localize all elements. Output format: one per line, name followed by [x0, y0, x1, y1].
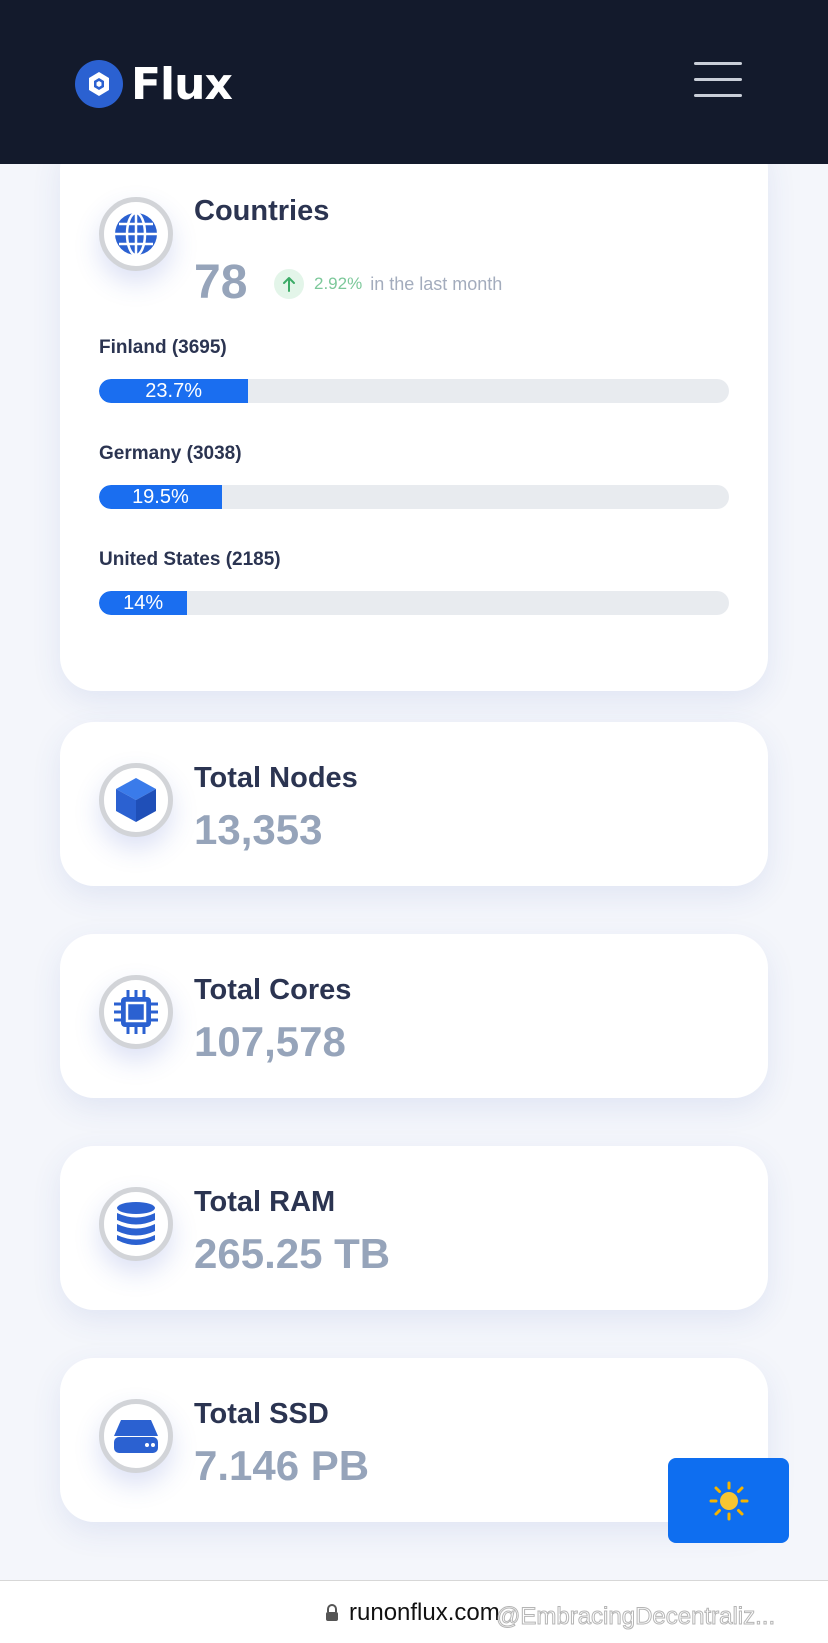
country-progress-bar: 14%	[99, 591, 729, 615]
country-label: Finland (3695)	[99, 337, 227, 358]
card-title: Countries	[194, 195, 330, 227]
total-nodes-card: Total Nodes 13,353	[60, 722, 768, 886]
progress-fill: 19.5%	[99, 485, 222, 509]
total-ram-card: Total RAM 265.25 TB	[60, 1146, 768, 1310]
country-label: Germany (3038)	[99, 443, 242, 464]
countries-card: Countries 78 2.92% in the last month Fin…	[60, 135, 768, 691]
trend-caption: in the last month	[370, 273, 503, 294]
database-icon	[99, 1187, 173, 1261]
brand-logo[interactable]: Flux	[75, 58, 233, 110]
url-text: runonflux.com	[349, 1599, 500, 1626]
top-navbar: Flux	[0, 0, 828, 164]
total-cores-card: Total Cores 107,578	[60, 934, 768, 1098]
progress-fill: 14%	[99, 591, 188, 615]
card-title: Total Nodes	[194, 762, 358, 794]
card-value: 265.25 TB	[194, 1230, 391, 1277]
browser-url-bar[interactable]: runonflux.com	[0, 1580, 828, 1643]
country-progress-bar: 23.7%	[99, 379, 729, 403]
cpu-chip-icon	[99, 975, 173, 1049]
card-title: Total RAM	[194, 1186, 336, 1218]
card-title: Total SSD	[194, 1398, 329, 1430]
hard-drive-icon	[99, 1399, 173, 1473]
sun-icon	[709, 1481, 748, 1520]
card-title: Total Cores	[194, 974, 352, 1006]
progress-fill: 23.7%	[99, 379, 249, 403]
flux-logo-icon	[75, 60, 123, 108]
lock-icon	[326, 1604, 338, 1621]
card-value: 7.146 PB	[194, 1442, 370, 1489]
card-value: 107,578	[194, 1018, 346, 1065]
total-ssd-card: Total SSD 7.146 PB	[60, 1358, 768, 1522]
cube-icon	[99, 763, 173, 837]
hamburger-menu-icon[interactable]	[694, 60, 742, 100]
trend-indicator: 2.92% in the last month	[274, 269, 502, 299]
watermark: @EmbracingDecentraliz...	[496, 1603, 776, 1631]
countries-count: 78	[194, 256, 248, 309]
brand-name: Flux	[131, 58, 233, 110]
globe-icon	[99, 197, 173, 271]
country-label: United States (2185)	[99, 549, 281, 570]
country-progress-bar: 19.5%	[99, 485, 729, 509]
theme-toggle-button[interactable]	[668, 1458, 789, 1543]
card-value: 13,353	[194, 806, 323, 853]
trend-percent: 2.92%	[314, 274, 363, 293]
arrow-up-icon	[274, 269, 304, 299]
